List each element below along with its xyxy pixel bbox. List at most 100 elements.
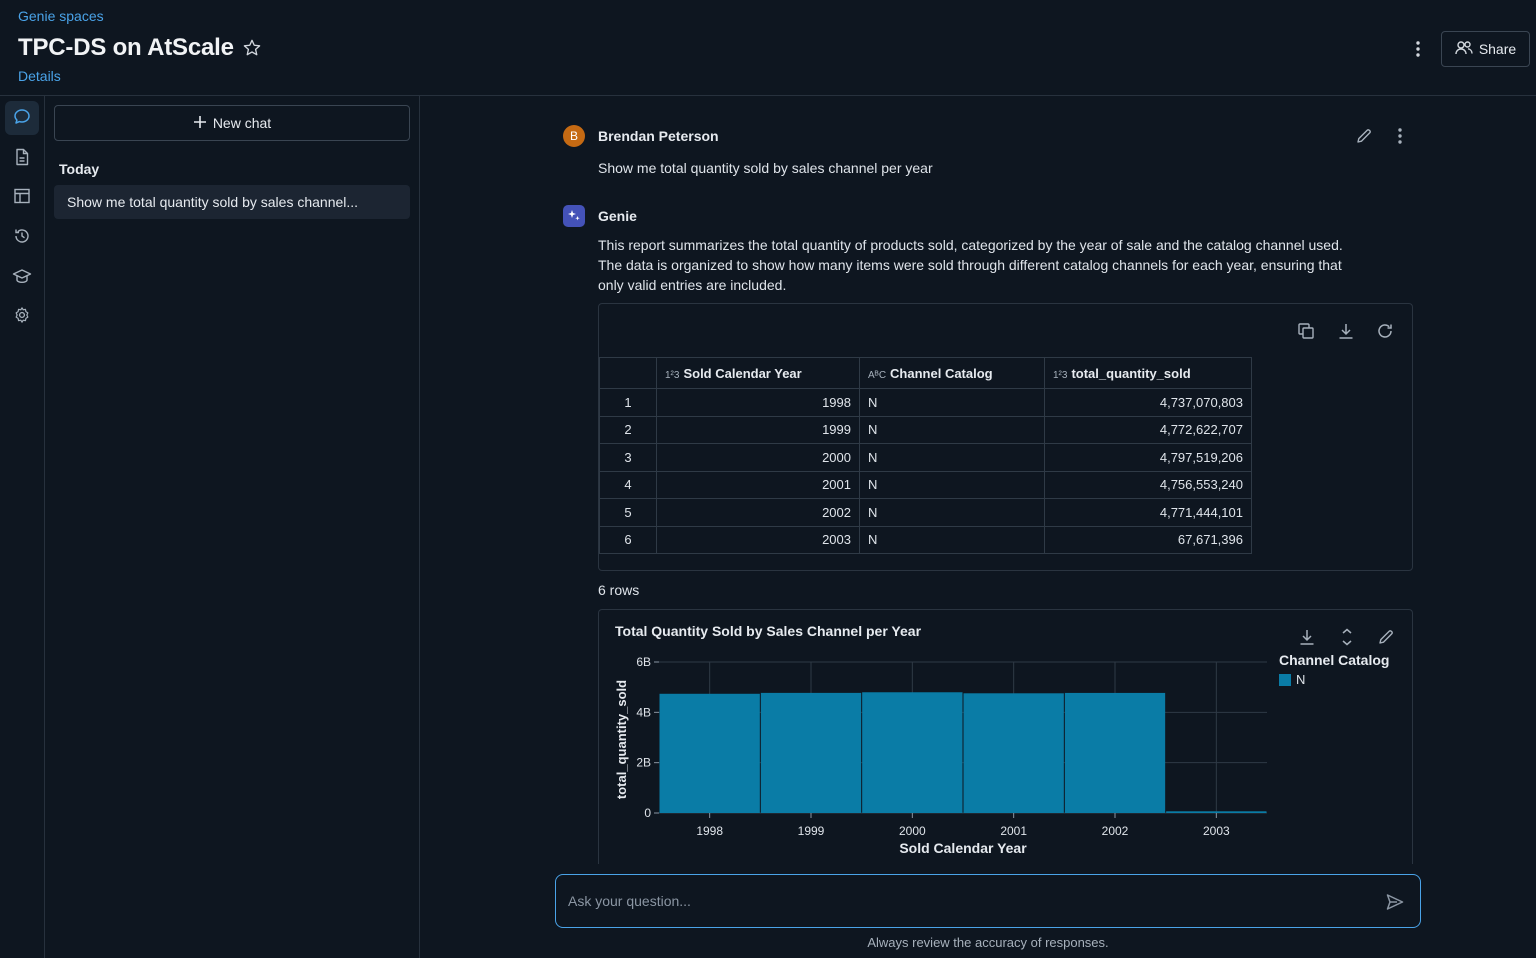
graduation-cap-icon — [12, 267, 32, 288]
table-cell: N — [859, 525, 1045, 554]
bar — [659, 693, 760, 813]
left-rail — [0, 96, 45, 958]
column-header-label: Channel Catalog — [890, 365, 993, 381]
table-icon — [13, 187, 31, 208]
column-header[interactable]: AᴮC Channel Catalog — [859, 357, 1045, 389]
new-chat-label: New chat — [212, 115, 272, 131]
genie-name: Genie — [598, 208, 637, 224]
history-rail-button[interactable] — [5, 220, 39, 254]
message-more-icon[interactable] — [1389, 125, 1411, 147]
column-header[interactable]: 1²3 Sold Calendar Year — [656, 357, 860, 389]
question-box — [555, 874, 1421, 928]
row-number-cell: 3 — [599, 443, 657, 472]
more-options-icon[interactable] — [1408, 38, 1428, 60]
x-tick-label: 1999 — [798, 824, 825, 838]
genie-message-line: This report summarizes the total quantit… — [598, 237, 1343, 253]
x-tick-label: 2000 — [899, 824, 926, 838]
table-cell: 67,671,396 — [1044, 525, 1252, 554]
number-type-icon: 1²3 — [1053, 369, 1068, 381]
chart-download-icon[interactable] — [1296, 626, 1318, 648]
row-number-cell: 2 — [599, 415, 657, 444]
legend-title: Channel Catalog — [1279, 652, 1390, 668]
share-button[interactable]: Share — [1441, 31, 1530, 67]
table-cell: 2000 — [656, 443, 860, 472]
y-tick-label: 2B — [636, 756, 651, 770]
table-cell: N — [859, 415, 1045, 444]
table-body: 1 1998 N 4,737,070,803 2 1999 N 4,772,622,707 3 2… — [599, 388, 1252, 554]
page-title: TPC-DS on AtScale — [18, 34, 234, 61]
table-cell: 4,797,519,206 — [1044, 443, 1252, 472]
chat-list-panel: New chat Today Show me total quantity so… — [45, 96, 420, 958]
table-cell: 4,756,553,240 — [1044, 470, 1252, 499]
send-icon[interactable] — [1384, 891, 1406, 913]
user-avatar: B — [563, 125, 585, 147]
table-cell: 4,771,444,101 — [1044, 498, 1252, 527]
result-table-card: 1²3 Sold Calendar Year AᴮC Channel Catalog… — [598, 303, 1413, 571]
table-cell: N — [859, 470, 1045, 499]
download-icon[interactable] — [1335, 320, 1357, 342]
star-icon[interactable] — [242, 38, 262, 58]
document-icon — [13, 148, 31, 169]
row-number-cell: 4 — [599, 470, 657, 499]
genie-message-text: This report summarizes the total quantit… — [598, 235, 1418, 295]
table-cell: 2003 — [656, 525, 860, 554]
page-header: Genie spaces TPC-DS on AtScale Details S… — [0, 0, 1536, 96]
gear-icon — [13, 306, 31, 327]
column-header-label: Sold Calendar Year — [683, 365, 802, 381]
table-cell: N — [859, 388, 1045, 417]
table-cell: 4,772,622,707 — [1044, 415, 1252, 444]
share-label: Share — [1478, 41, 1517, 57]
x-tick-label: 2001 — [1000, 824, 1027, 838]
sparkle-icon — [567, 208, 581, 225]
y-tick-label: 0 — [644, 806, 651, 820]
instructions-rail-button[interactable] — [5, 141, 39, 175]
y-axis-title: total_quantity_sold — [614, 680, 629, 799]
breadcrumb-genie-spaces[interactable]: Genie spaces — [18, 8, 104, 24]
bar-chart: 0 2B 4B 6B 1998 1999 2000 2001 2002 2003 Sold Cale… — [614, 655, 1267, 856]
column-header[interactable]: 1²3 total_quantity_sold — [1044, 357, 1252, 389]
chat-list-item[interactable]: Show me total quantity sold by sales cha… — [54, 185, 410, 219]
table-row[interactable]: 6 2003 N 67,671,396 — [599, 525, 1252, 554]
table-row[interactable]: 3 2000 N 4,797,519,206 — [599, 443, 1252, 472]
question-input[interactable] — [568, 885, 1368, 917]
title-row: TPC-DS on AtScale — [18, 34, 262, 62]
table-cell: 4,737,070,803 — [1044, 388, 1252, 417]
row-number-cell: 5 — [599, 498, 657, 527]
table-row[interactable]: 1 1998 N 4,737,070,803 — [599, 388, 1252, 417]
legend-item[interactable]: N — [1279, 672, 1305, 687]
data-rail-button[interactable] — [5, 180, 39, 214]
number-type-icon: 1²3 — [665, 369, 680, 381]
chat-rail-button[interactable] — [5, 101, 39, 135]
bar — [1166, 811, 1267, 813]
collapse-icon[interactable] — [1336, 626, 1358, 648]
row-number-cell: 6 — [599, 525, 657, 554]
legend-swatch — [1279, 673, 1291, 686]
chart-title: Total Quantity Sold by Sales Channel per… — [615, 623, 922, 639]
table-row[interactable]: 5 2002 N 4,771,444,101 — [599, 498, 1252, 527]
y-tick-label: 6B — [636, 655, 651, 669]
table-row[interactable]: 4 2001 N 4,756,553,240 — [599, 470, 1252, 499]
y-tick-label: 4B — [636, 705, 651, 719]
copy-icon[interactable] — [1295, 320, 1317, 342]
table-cell: N — [859, 498, 1045, 527]
new-chat-button[interactable]: New chat — [54, 105, 410, 141]
learning-rail-button[interactable] — [5, 260, 39, 294]
result-table: 1²3 Sold Calendar Year AᴮC Channel Catalog… — [599, 357, 1252, 554]
details-link[interactable]: Details — [18, 68, 61, 84]
chat-icon — [12, 107, 32, 130]
chart-edit-icon[interactable] — [1375, 626, 1397, 648]
refresh-icon[interactable] — [1374, 320, 1396, 342]
settings-rail-button[interactable] — [5, 299, 39, 333]
chart-card: Total Quantity Sold by Sales Channel per… — [598, 609, 1413, 864]
legend-label: N — [1296, 672, 1306, 687]
table-cell: N — [859, 443, 1045, 472]
column-header-label: total_quantity_sold — [1071, 365, 1191, 381]
row-count: 6 rows — [598, 582, 640, 598]
edit-message-icon[interactable] — [1353, 125, 1375, 147]
section-label-today: Today — [59, 161, 100, 177]
table-row[interactable]: 2 1999 N 4,772,622,707 — [599, 415, 1252, 444]
bar — [1064, 692, 1166, 813]
table-cell: 2001 — [656, 470, 860, 499]
table-header-row: 1²3 Sold Calendar Year AᴮC Channel Catalog… — [599, 357, 1252, 389]
history-icon — [13, 227, 31, 248]
